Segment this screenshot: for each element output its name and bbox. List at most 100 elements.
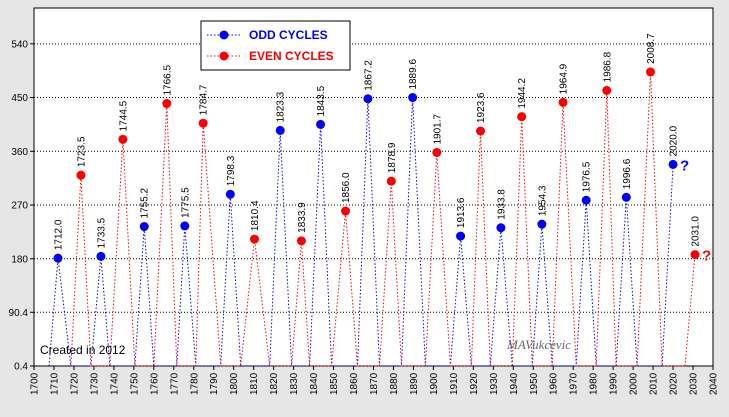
even-cycle-peak-marker	[162, 99, 172, 109]
y-tick-label: 540	[11, 39, 28, 50]
x-tick-label: 1840	[309, 372, 320, 395]
odd-cycle-uncertain-mark: ?	[680, 157, 689, 174]
even-cycle-peak-marker	[76, 170, 86, 180]
odd-cycle-peak-label: 1775.5	[180, 187, 191, 218]
even-cycle-peak-marker	[517, 112, 527, 122]
series-lines	[48, 71, 696, 367]
odd-cycle-peak-marker	[363, 94, 373, 104]
x-tick-label: 1970	[569, 372, 580, 395]
x-tick-label: 1830	[289, 372, 300, 395]
odd-cycle-peak-marker	[621, 192, 631, 202]
x-tick-label: 1900	[429, 372, 440, 395]
x-tick-label: 1940	[509, 372, 520, 395]
even-cycle-peak-label: 1856.0	[341, 172, 352, 203]
odd-cycle-peak-label: 1933.8	[496, 189, 507, 220]
y-tick-label: 360	[11, 147, 28, 158]
x-tick-label: 1750	[129, 372, 140, 395]
even-cycle-peak-marker	[690, 250, 700, 260]
x-tick-label: 1760	[149, 372, 160, 395]
y-tick-label: 270	[11, 201, 28, 212]
odd-cycle-peak-label: 1889.6	[408, 59, 419, 90]
even-cycle-peak-marker	[296, 236, 306, 246]
even-cycle-peak-label: 1878.9	[387, 142, 398, 173]
even-cycle-peak-marker	[198, 118, 208, 128]
legend-odd-label: ODD CYCLES	[249, 28, 328, 42]
series-line-odd	[48, 97, 674, 367]
x-tick-label: 1960	[549, 372, 560, 395]
odd-cycle-peak-marker	[139, 222, 149, 232]
even-cycle-peak-marker	[341, 206, 351, 216]
even-cycle-peak-label: 1944.2	[517, 78, 528, 109]
x-tick-label: 1980	[589, 372, 600, 395]
odd-cycle-peak-label: 1913.6	[456, 197, 467, 228]
y-axis-ticks: 0.4 90.4 180 270 360 450 540	[9, 39, 34, 373]
x-tick-label: 2030	[689, 372, 700, 395]
y-tick-label: 0.4	[14, 362, 28, 373]
x-tick-label: 1710	[49, 372, 60, 395]
x-tick-label: 1920	[469, 372, 480, 395]
x-tick-label: 1740	[109, 372, 120, 395]
x-tick-label: 1700	[30, 372, 41, 395]
odd-cycle-peak-label: 1798.3	[226, 155, 237, 186]
y-tick-label: 90.4	[9, 308, 29, 319]
series-line-even	[70, 71, 696, 367]
odd-cycle-peak-label: 2020.0	[669, 125, 680, 156]
created-note: Created in 2012	[40, 343, 126, 357]
x-tick-label: 2040	[709, 372, 720, 395]
odd-cycle-peak-label: 1712.0	[53, 219, 64, 250]
odd-cycle-peak-label: 1996.6	[622, 158, 633, 189]
x-tick-label: 1770	[169, 372, 180, 395]
legend-even-marker	[219, 51, 229, 61]
odd-cycle-peak-marker	[53, 253, 63, 263]
x-tick-label: 1780	[189, 372, 200, 395]
y-tick-label: 180	[11, 254, 28, 265]
x-tick-label: 1930	[489, 372, 500, 395]
even-cycle-peak-marker	[118, 134, 128, 144]
odd-cycle-peak-label: 1867.2	[363, 60, 374, 91]
x-tick-label: 2020	[669, 372, 680, 395]
even-cycle-peak-marker	[386, 176, 396, 186]
odd-cycle-peak-marker	[96, 251, 106, 261]
legend-odd-marker	[219, 30, 229, 40]
x-tick-label: 2000	[629, 372, 640, 395]
even-cycle-peak-marker	[432, 147, 442, 157]
even-cycle-peak-label: 1723.5	[76, 136, 87, 167]
even-cycle-peak-label: 1923.6	[476, 92, 487, 123]
legend-box	[200, 20, 351, 71]
x-tick-label: 1850	[329, 372, 340, 395]
odd-cycle-peak-label: 1823.3	[276, 91, 287, 122]
x-tick-label: 1800	[229, 372, 240, 395]
even-cycle-peak-label: 1784.7	[199, 84, 210, 115]
odd-cycle-peak-marker	[537, 219, 547, 229]
even-cycle-peak-label: 1986.8	[602, 51, 613, 82]
odd-cycle-peak-marker	[180, 221, 190, 231]
even-cycle-peak-label: 1901.7	[432, 113, 443, 144]
odd-cycle-peak-marker	[275, 125, 285, 135]
odd-cycle-peak-label: 1733.5	[96, 217, 107, 248]
odd-cycle-peak-label: 1954.3	[537, 185, 548, 216]
odd-cycle-peak-marker	[668, 159, 678, 169]
odd-cycle-peak-marker	[316, 119, 326, 129]
odd-cycle-peak-label: 1843.5	[316, 85, 327, 116]
odd-cycle-peak-marker	[225, 189, 235, 199]
grid-lines	[34, 43, 713, 313]
x-tick-label: 1910	[449, 372, 460, 395]
even-cycle-peak-marker	[249, 234, 259, 244]
odd-cycle-peak-marker	[456, 231, 466, 241]
x-tick-label: 2010	[649, 372, 660, 395]
plot-area	[33, 7, 714, 367]
even-cycle-peak-label: 1833.9	[297, 202, 308, 233]
odd-cycle-peak-label: 1755.2	[140, 188, 151, 219]
even-cycle-uncertain-mark: ?	[702, 248, 711, 265]
x-tick-label: 1890	[409, 372, 420, 395]
even-cycle-peak-marker	[602, 85, 612, 95]
x-tick-label: 1990	[609, 372, 620, 395]
x-tick-label: 1860	[349, 372, 360, 395]
odd-cycle-peak-label: 1976.5	[582, 161, 593, 192]
x-tick-label: 1720	[69, 372, 80, 395]
odd-cycle-peak-marker	[496, 223, 506, 233]
odd-cycle-peak-marker	[408, 93, 418, 103]
author-signature: MAVukcevic	[506, 337, 571, 352]
x-tick-label: 1790	[209, 372, 220, 395]
